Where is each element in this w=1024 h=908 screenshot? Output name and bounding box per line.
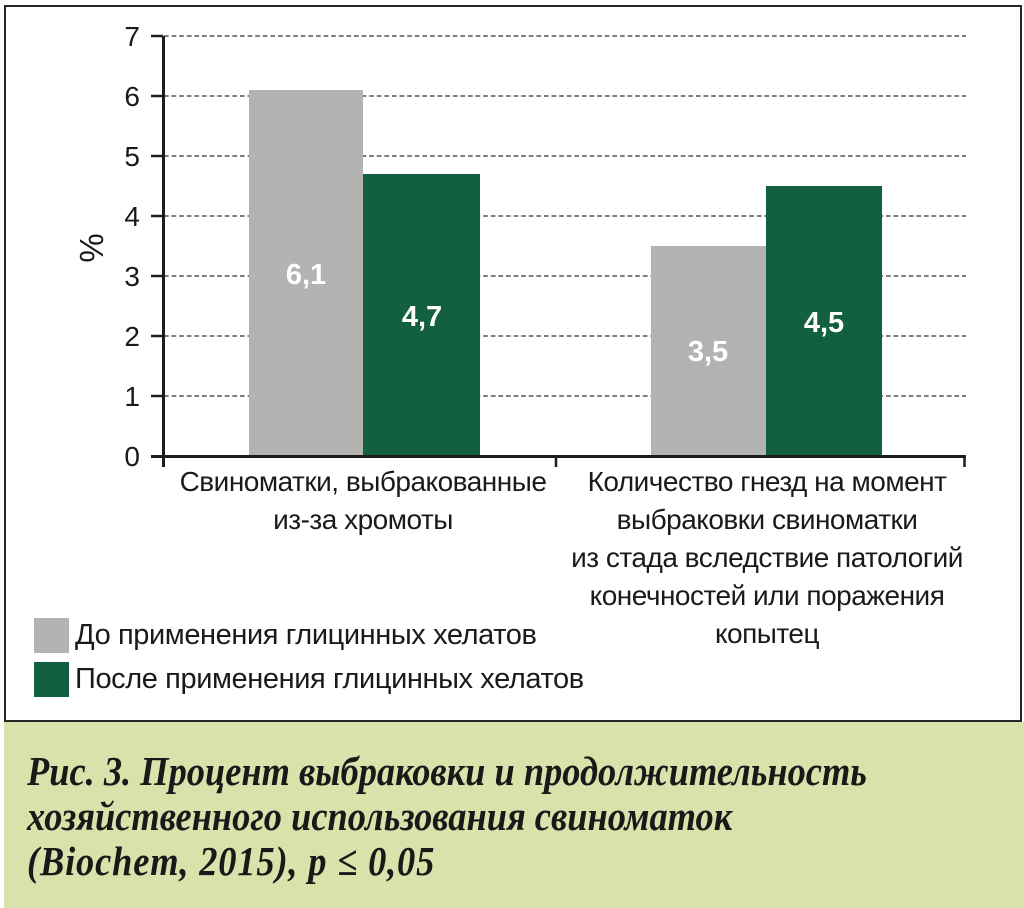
svg-text:7: 7	[124, 21, 140, 52]
svg-text:3: 3	[124, 261, 140, 292]
svg-text:6: 6	[124, 81, 140, 112]
svg-text:4,7: 4,7	[402, 301, 442, 333]
svg-text:6,1: 6,1	[286, 259, 326, 291]
svg-text:5: 5	[124, 141, 140, 172]
svg-text:4,5: 4,5	[804, 307, 844, 339]
svg-text:1: 1	[124, 381, 140, 412]
svg-text:2: 2	[124, 321, 140, 352]
svg-text:4: 4	[124, 201, 140, 232]
svg-text:0: 0	[124, 441, 140, 472]
svg-text:3,5: 3,5	[688, 336, 728, 368]
svg-text:%: %	[73, 233, 110, 262]
